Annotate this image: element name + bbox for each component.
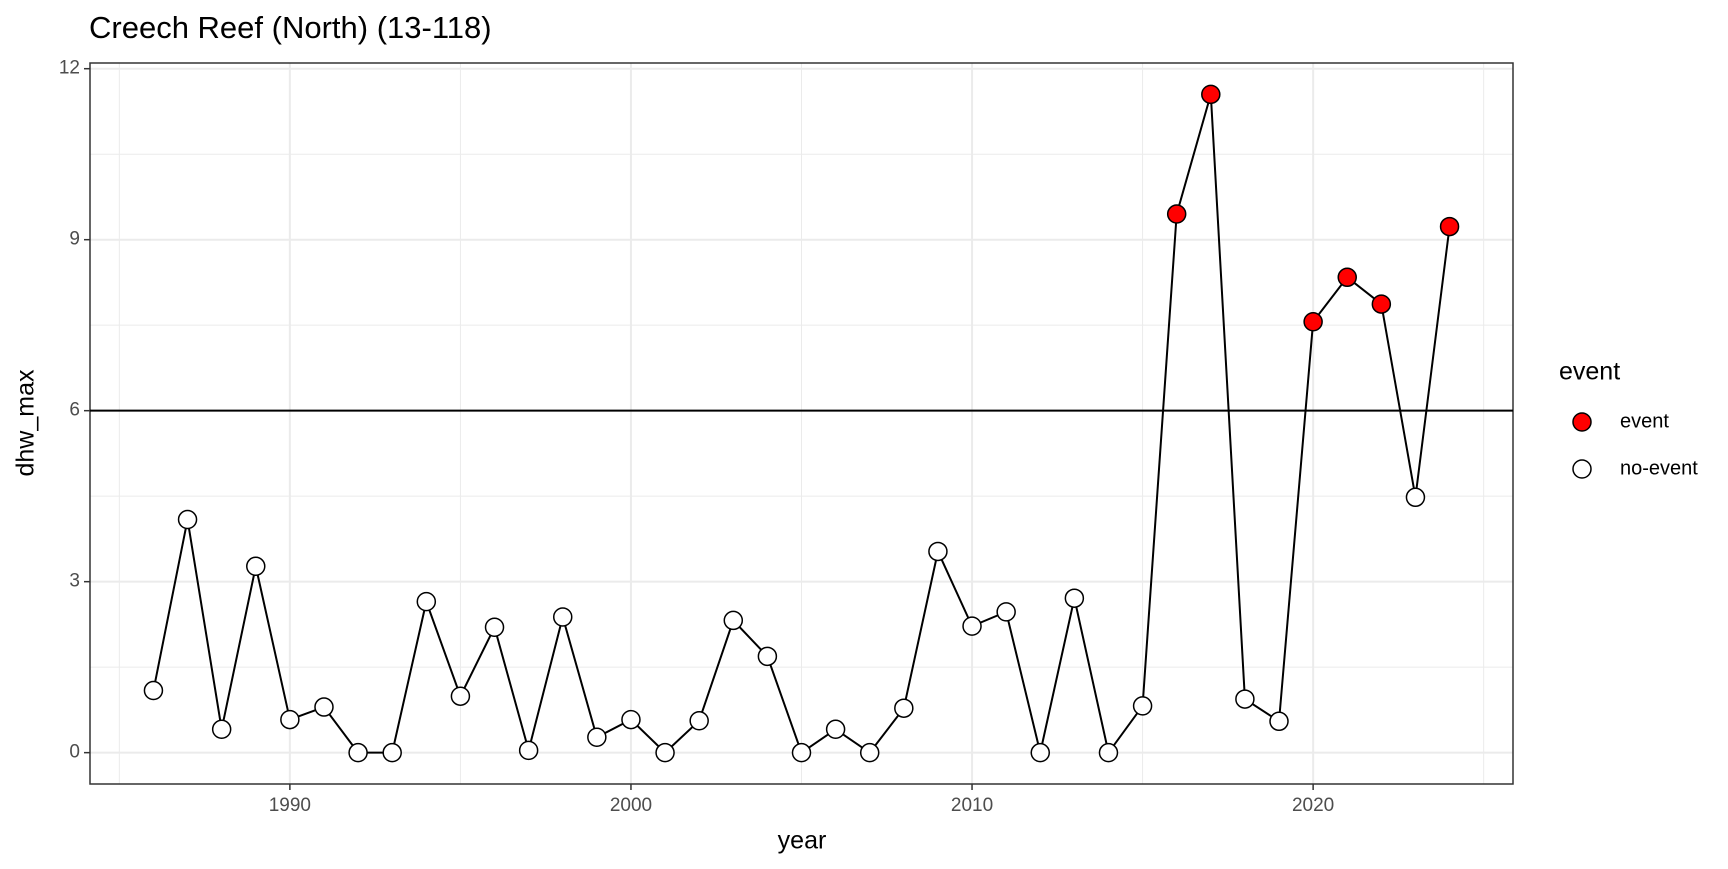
data-point xyxy=(1030,742,1051,763)
data-point xyxy=(246,556,266,577)
data-point xyxy=(143,680,164,701)
x-tick-label: 2010 xyxy=(951,795,993,816)
data-point xyxy=(928,541,948,562)
plot-border xyxy=(89,62,1514,785)
data-point xyxy=(280,709,300,730)
x-tick-label: 2020 xyxy=(1292,795,1334,816)
data-point xyxy=(382,742,402,763)
data-point xyxy=(894,698,914,718)
y-tick-label: 6 xyxy=(69,400,80,421)
data-point xyxy=(757,646,778,667)
data-point xyxy=(996,602,1016,622)
data-point xyxy=(518,740,539,761)
x-axis-label: year xyxy=(778,827,827,855)
chart-title: Creech Reef (North) (13-118) xyxy=(89,10,492,45)
x-tick-label: 1990 xyxy=(269,795,311,816)
data-point xyxy=(1098,742,1119,763)
data-point xyxy=(416,591,437,612)
data-point xyxy=(825,719,846,740)
data-point xyxy=(689,710,709,731)
data-point xyxy=(1132,696,1153,716)
y-tick-label: 9 xyxy=(69,229,80,250)
data-point xyxy=(450,686,471,706)
y-tick-label: 0 xyxy=(69,742,80,763)
legend-label: no-event xyxy=(1620,457,1698,479)
x-tick-label: 2000 xyxy=(610,795,652,816)
data-point xyxy=(655,742,675,763)
data-point xyxy=(348,742,368,763)
y-tick-label: 3 xyxy=(69,571,80,592)
data-point xyxy=(1337,267,1357,288)
data-point xyxy=(211,719,232,740)
data-point xyxy=(859,742,880,763)
data-point xyxy=(587,727,607,748)
data-point xyxy=(314,697,334,717)
data-point xyxy=(1166,204,1187,224)
data-point xyxy=(1303,312,1323,332)
data-point xyxy=(1371,294,1392,314)
legend-title: event xyxy=(1559,358,1620,386)
y-axis-label: dhw_max xyxy=(12,369,40,476)
y-tick-label: 12 xyxy=(59,58,80,79)
legend-marker xyxy=(1572,412,1592,432)
data-point xyxy=(1201,84,1221,105)
data-point xyxy=(1064,588,1085,608)
data-point xyxy=(791,742,812,763)
data-point xyxy=(621,709,641,730)
data-point xyxy=(1235,689,1255,709)
data-point xyxy=(177,509,198,530)
legend-marker xyxy=(1572,459,1592,479)
data-point xyxy=(484,617,505,638)
data-point xyxy=(1269,711,1289,732)
data-point xyxy=(552,607,573,627)
data-point xyxy=(723,610,744,631)
legend-label: event xyxy=(1620,410,1669,432)
data-point xyxy=(962,616,982,636)
data-point xyxy=(1439,216,1460,237)
data-point xyxy=(1405,487,1426,508)
